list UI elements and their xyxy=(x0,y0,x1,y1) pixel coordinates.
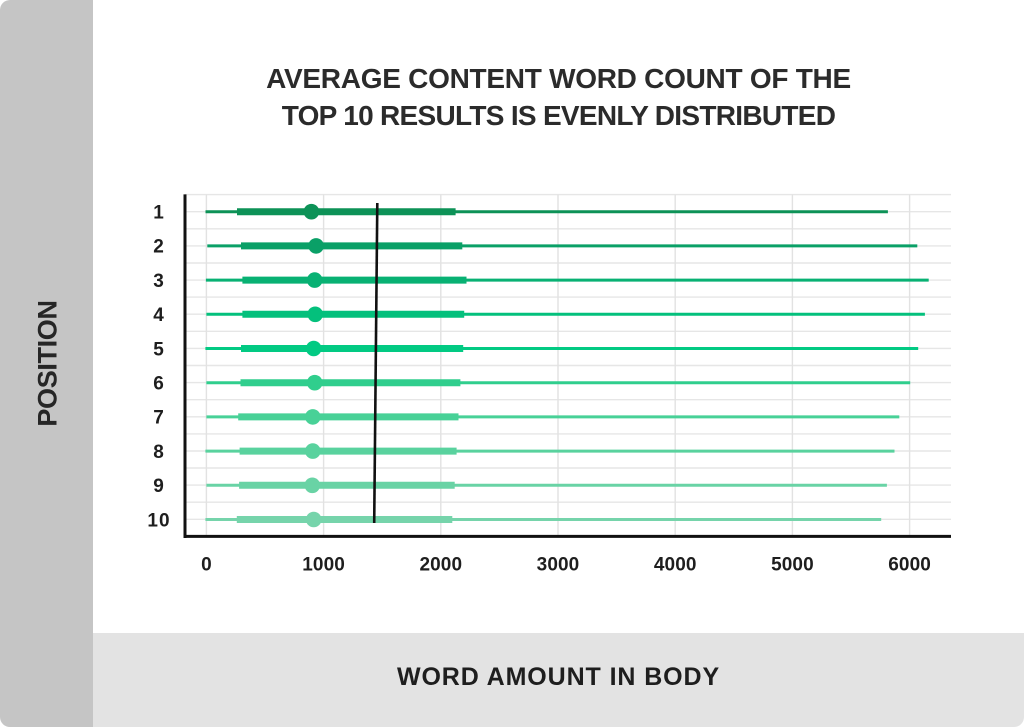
svg-text:4: 4 xyxy=(153,305,165,326)
svg-text:2: 2 xyxy=(153,237,165,258)
svg-text:5: 5 xyxy=(153,339,165,360)
svg-text:10: 10 xyxy=(147,510,170,531)
svg-text:1: 1 xyxy=(153,203,165,224)
svg-text:5000: 5000 xyxy=(771,555,814,576)
svg-text:3: 3 xyxy=(153,271,165,292)
svg-text:1000: 1000 xyxy=(302,555,345,576)
svg-text:0: 0 xyxy=(201,555,212,576)
svg-text:9: 9 xyxy=(153,476,165,497)
svg-text:6: 6 xyxy=(153,374,165,395)
svg-text:3000: 3000 xyxy=(537,555,580,576)
svg-text:4000: 4000 xyxy=(654,555,697,576)
svg-text:7: 7 xyxy=(153,408,165,429)
svg-text:8: 8 xyxy=(153,442,165,463)
svg-text:6000: 6000 xyxy=(888,555,931,576)
svg-text:2000: 2000 xyxy=(419,555,462,576)
